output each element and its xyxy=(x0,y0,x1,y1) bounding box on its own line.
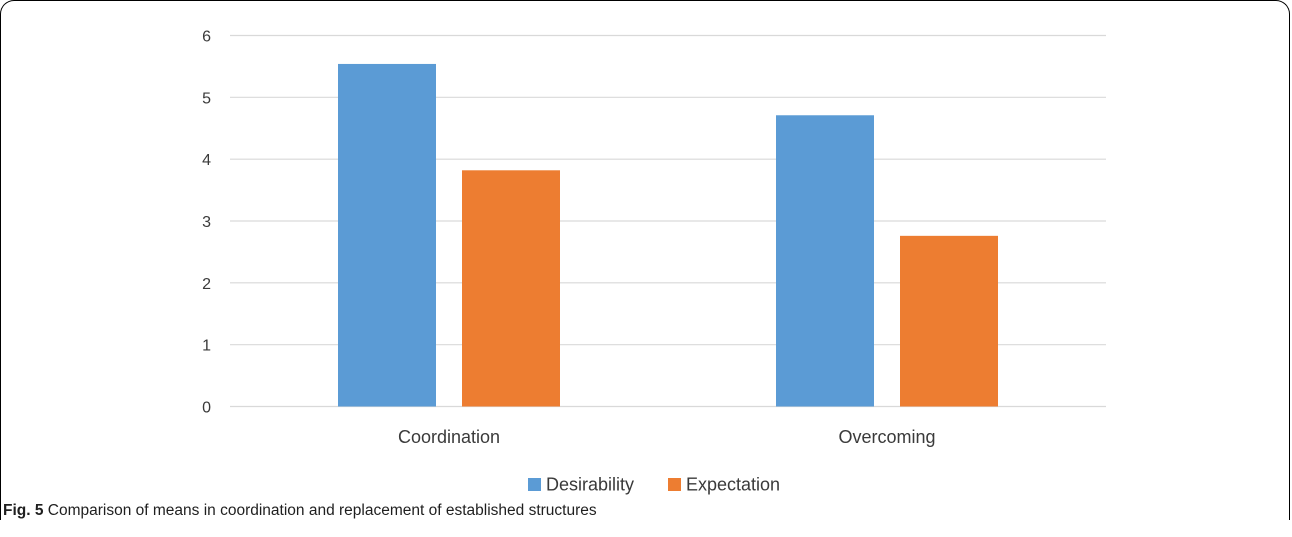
bar-coordination-desirability xyxy=(338,63,436,407)
y-tick-label-3: 3 xyxy=(202,214,211,231)
bar-coordination-expectation xyxy=(462,170,560,407)
y-tick-label-1: 1 xyxy=(202,338,211,355)
figure-caption-label: Fig. 5 xyxy=(3,502,44,519)
bars xyxy=(338,63,998,407)
legend-swatch-desirability xyxy=(528,478,541,491)
bar-overcoming-expectation xyxy=(900,235,998,407)
legend: Desirability Expectation xyxy=(528,475,780,495)
y-tick-label-4: 4 xyxy=(202,152,211,169)
x-axis-category-labels: Coordination Overcoming xyxy=(398,427,936,447)
x-category-label-overcoming: Overcoming xyxy=(838,427,935,447)
bar-overcoming-desirability xyxy=(776,115,874,407)
y-axis-tick-labels: 0 1 2 3 4 5 6 xyxy=(202,29,211,417)
legend-label-expectation: Expectation xyxy=(686,475,780,495)
figure-caption-text: Comparison of means in coordination and … xyxy=(43,502,597,519)
y-tick-label-0: 0 xyxy=(202,400,211,417)
figure-frame xyxy=(0,0,1290,520)
y-tick-label-2: 2 xyxy=(202,276,211,293)
legend-label-desirability: Desirability xyxy=(546,475,634,495)
y-tick-label-6: 6 xyxy=(202,29,211,46)
figure-caption: Fig. 5 Comparison of means in coordinati… xyxy=(3,502,597,520)
x-category-label-coordination: Coordination xyxy=(398,427,500,447)
y-tick-label-5: 5 xyxy=(202,90,211,107)
legend-swatch-expectation xyxy=(668,478,681,491)
